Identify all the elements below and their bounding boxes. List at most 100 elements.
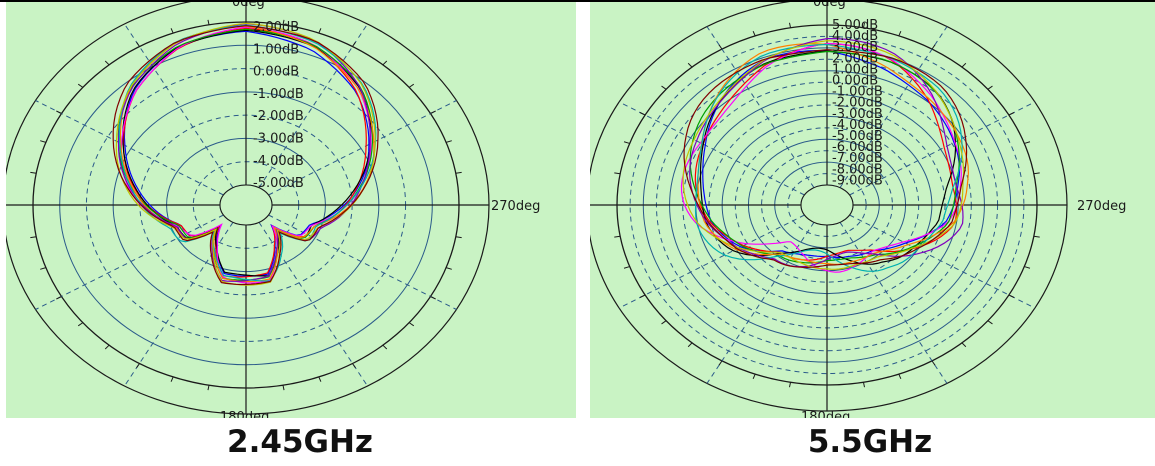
angle-label-bottom: 180deg: [801, 410, 850, 418]
grid-spoke: [35, 100, 224, 196]
radial-tick-label: -3.00dB: [253, 132, 304, 147]
angle-tick: [430, 296, 436, 300]
angle-label-right: 270deg: [491, 199, 540, 214]
angle-tick: [446, 140, 452, 143]
angle-tick: [623, 266, 630, 269]
series-trace-5: [689, 50, 960, 264]
angle-tick: [382, 60, 388, 66]
radial-tick-label: 4.00dB: [832, 29, 878, 44]
angle-tick: [30, 236, 37, 239]
angle-tick: [987, 320, 993, 325]
series-trace-6: [119, 25, 375, 283]
radial-tick-label: 3.00dB: [832, 40, 878, 55]
radial-tick-label: -5.00dB: [832, 129, 883, 144]
grid-spoke: [124, 222, 234, 387]
grid-spoke: [849, 214, 1036, 309]
angle-tick: [170, 28, 174, 34]
caption-5-5ghz: 5.5GHz: [807, 424, 933, 460]
angle-tick: [455, 236, 462, 239]
radial-tick-label: -5.00dB: [253, 176, 304, 191]
polar-chart-2-45ghz: 2.00dB 1.00dB 0.00dB -1.00dB -2.00dB -3.00dB -…: [6, 2, 576, 418]
radial-tick-label: -2.00dB: [832, 96, 883, 111]
radial-tick-label: 2.00dB: [832, 51, 878, 66]
angle-tick: [352, 41, 356, 47]
grid-spoke: [618, 214, 805, 309]
angle-tick: [862, 22, 865, 28]
angle-tick: [104, 60, 110, 66]
series-trace-2: [123, 27, 367, 278]
angle-tick: [136, 41, 140, 47]
angle-tick: [639, 294, 646, 298]
angle-tick: [170, 376, 174, 382]
angle-tick: [1008, 112, 1015, 116]
angle-tick: [40, 267, 46, 270]
top-border: [0, 0, 1155, 2]
radial-tick-label: -4.00dB: [253, 154, 304, 169]
radial-tick-label: -6.00dB: [832, 140, 883, 155]
grid-spoke: [124, 23, 234, 188]
angle-tick: [207, 19, 210, 25]
angle-tick: [408, 83, 415, 88]
angle-tick: [408, 322, 415, 327]
grid-spoke: [706, 222, 815, 384]
angle-tick: [30, 171, 37, 174]
angle-tick: [718, 44, 723, 50]
series-trace-10: [683, 49, 968, 269]
radial-tick-label: 1.00dB: [832, 62, 878, 77]
caption-2-45ghz: 2.45GHz: [227, 424, 373, 460]
radial-tick-label: -8.00dB: [832, 162, 883, 177]
angle-tick: [639, 112, 646, 116]
radial-tick-label: -1.00dB: [253, 87, 304, 102]
angle-tick: [789, 382, 792, 388]
angle-tick: [687, 342, 693, 348]
grid-spoke: [258, 23, 368, 188]
angle-tick: [661, 85, 667, 90]
grid-spoke: [849, 101, 1036, 196]
radial-tick-label: -3.00dB: [832, 107, 883, 122]
polar-plot-right: 5.00dB4.00dB3.00dB2.00dB1.00dB0.00dB-1.0…: [590, 2, 1126, 418]
angle-tick: [1033, 172, 1040, 175]
angle-tick: [318, 376, 322, 382]
angle-tick: [56, 110, 62, 114]
radial-tick-label: -9.00dB: [832, 173, 883, 188]
radial-tick-label: -4.00dB: [832, 118, 883, 133]
angle-tick: [77, 322, 84, 327]
series-trace-4: [120, 26, 372, 284]
angle-tick: [77, 83, 84, 88]
polar-chart-5-5ghz: 5.00dB 4.00dB 3.00dB 2.00dB 1.00dB 0.00dB -1.0…: [590, 2, 1155, 418]
series-trace-8: [694, 43, 963, 272]
series-trace-9: [682, 40, 965, 270]
angle-tick: [961, 62, 967, 68]
angle-tick: [687, 62, 693, 68]
angle-tick: [318, 28, 322, 34]
radial-tick-label: -7.00dB: [832, 151, 883, 166]
angle-tick: [56, 296, 62, 300]
angle-tick: [987, 85, 993, 90]
angle-tick: [282, 385, 285, 391]
angle-tick: [40, 140, 46, 143]
angle-tick: [661, 320, 667, 325]
radial-tick-label: 0.00dB: [832, 74, 878, 89]
angle-tick: [455, 171, 462, 174]
angle-tick: [789, 22, 792, 28]
angle-label-right: 270deg: [1077, 199, 1126, 214]
series-trace-7: [689, 38, 964, 268]
angle-label-top: 0deg: [813, 2, 846, 10]
center-hole: [800, 184, 854, 226]
series-trace-1: [123, 30, 370, 277]
angle-tick: [752, 373, 756, 380]
angle-tick: [207, 385, 210, 391]
angle-tick: [1008, 294, 1015, 298]
angle-tick: [898, 373, 902, 380]
grid-spoke: [268, 214, 457, 310]
polar-plot-left: 2.00dB 1.00dB 0.00dB -1.00dB -2.00dB -3.00dB -…: [6, 2, 540, 418]
angle-tick: [718, 360, 723, 366]
angle-tick: [1024, 266, 1031, 269]
angle-tick: [352, 363, 356, 369]
angle-tick: [961, 342, 967, 348]
angle-label-top: 0deg: [232, 2, 265, 10]
angle-tick: [1033, 235, 1040, 238]
series-trace-4: [680, 42, 962, 273]
angle-tick: [430, 110, 436, 114]
grid-spoke: [268, 100, 457, 196]
